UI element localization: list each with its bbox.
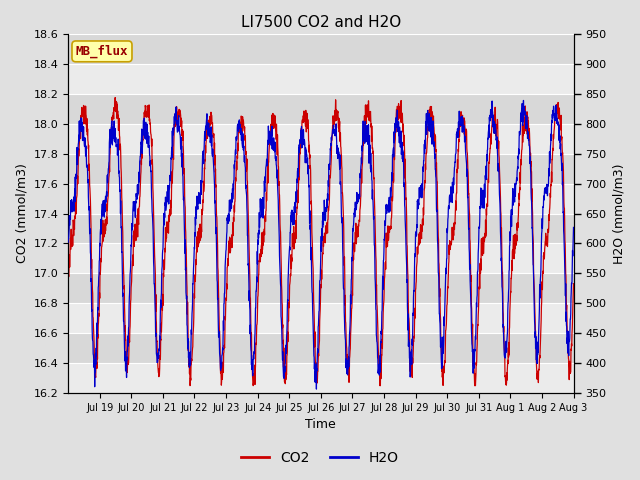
Bar — [68, 154, 573, 184]
Title: LI7500 CO2 and H2O: LI7500 CO2 and H2O — [241, 15, 401, 30]
Y-axis label: CO2 (mmol/m3): CO2 (mmol/m3) — [15, 164, 28, 264]
Y-axis label: H2O (mmol/m3): H2O (mmol/m3) — [612, 163, 625, 264]
Bar — [68, 94, 573, 124]
Bar — [68, 214, 573, 243]
Bar — [68, 274, 573, 303]
Bar — [68, 333, 573, 363]
Bar — [68, 34, 573, 64]
Text: MB_flux: MB_flux — [76, 45, 128, 58]
Legend: CO2, H2O: CO2, H2O — [236, 445, 404, 471]
X-axis label: Time: Time — [305, 419, 336, 432]
